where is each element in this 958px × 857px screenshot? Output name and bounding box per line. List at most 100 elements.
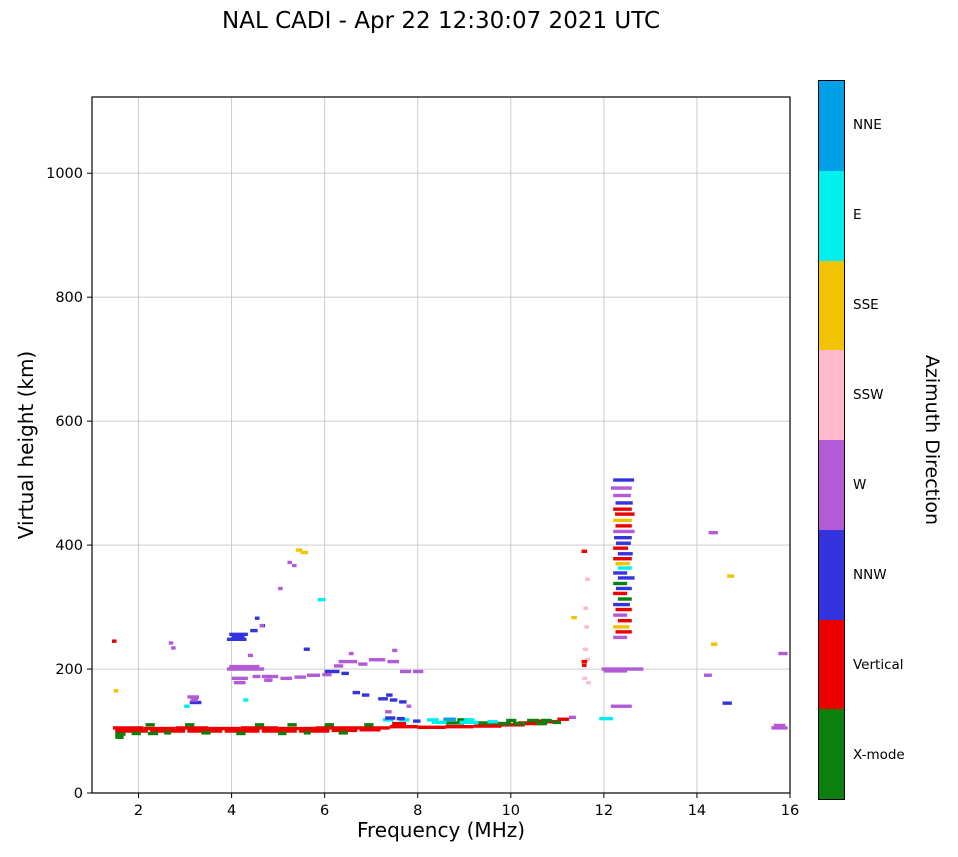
data-point-dash: [224, 729, 260, 733]
data-point-dash: [254, 616, 260, 620]
data-point-dash: [294, 675, 307, 679]
data-point-dash: [552, 720, 562, 725]
data-point-dash: [168, 641, 174, 645]
colorbar-segment-SSW: [819, 350, 844, 440]
data-point-dash: [189, 700, 202, 705]
colorbar-segment-E: [819, 170, 844, 261]
x-tick-label: 8: [413, 803, 422, 819]
y-tick-label: 600: [55, 414, 83, 430]
data-point-dash: [615, 524, 632, 528]
data-point-dash: [615, 501, 633, 505]
data-point-dash: [226, 637, 247, 641]
data-point-dash: [613, 625, 630, 629]
data-point-dash: [427, 718, 439, 722]
data-point-dash: [364, 723, 374, 727]
data-point-dash: [487, 720, 498, 724]
data-point-dash: [233, 680, 246, 685]
data-point-dash: [184, 704, 190, 708]
data-point-dash: [771, 726, 788, 730]
data-point-dash: [187, 695, 200, 699]
data-point-dash: [581, 663, 587, 668]
data-point-dash: [586, 680, 591, 685]
data-point-dash: [287, 723, 297, 727]
data-point-dash: [333, 664, 344, 668]
data-point-dash: [722, 701, 732, 705]
x-tick-label: 6: [320, 803, 329, 819]
colorbar-segment-SSE: [819, 260, 844, 351]
data-point-dash: [615, 561, 630, 566]
data-point-dash: [524, 721, 544, 726]
data-point-dash: [187, 729, 223, 733]
data-point-dash: [613, 529, 635, 534]
data-point-dash: [115, 735, 124, 739]
data-point-dash: [708, 530, 718, 535]
data-point-dash: [229, 664, 260, 669]
data-point-dash: [226, 667, 265, 671]
data-point-dash: [324, 669, 340, 674]
data-point-dash: [617, 566, 632, 570]
data-point-dash: [614, 535, 632, 540]
data-point-dash: [306, 673, 321, 677]
data-point-dash: [150, 729, 186, 733]
x-tick-label: 12: [595, 803, 613, 819]
data-point-dash: [413, 719, 421, 723]
data-point-dash: [613, 546, 629, 550]
data-point-dash: [557, 717, 569, 721]
data-point-dash: [445, 724, 474, 729]
data-point-dash: [359, 728, 381, 732]
data-point-dash: [392, 648, 398, 653]
data-point-dash: [513, 721, 526, 726]
data-point-dash: [352, 690, 361, 695]
y-tick-label: 1000: [46, 166, 83, 182]
data-point-dash: [287, 560, 292, 565]
data-point-dash: [115, 732, 126, 736]
data-point-dash: [581, 549, 588, 553]
data-point-dash: [599, 716, 614, 721]
data-point-dash: [201, 731, 211, 735]
colorbar-label-SSW: SSW: [853, 387, 884, 403]
data-point-dash: [278, 731, 287, 736]
data-point-dash: [341, 671, 349, 676]
data-point-dash: [145, 723, 155, 727]
data-point-dash: [610, 704, 632, 708]
data-point-dash: [615, 541, 631, 545]
data-point-dash: [613, 518, 632, 523]
data-point-dash: [413, 669, 424, 674]
data-point-dash: [613, 602, 630, 607]
data-point-dash: [478, 721, 494, 725]
data-point-dash: [259, 623, 265, 628]
data-point-dash: [615, 512, 635, 516]
data-point-dash: [352, 726, 390, 730]
data-point-dash: [185, 723, 195, 727]
data-point-dash: [300, 550, 308, 555]
data-point-dash: [613, 571, 628, 575]
data-point-dash: [615, 630, 632, 634]
data-point-dash: [459, 720, 479, 725]
data-point-dash: [261, 729, 297, 733]
colorbar-label-W: W: [853, 477, 867, 493]
data-point-dash: [603, 669, 628, 673]
data-point-dash: [250, 628, 258, 633]
colorbar-label-NNE: NNE: [853, 117, 882, 133]
data-point-dash: [382, 718, 394, 722]
data-point-dash: [280, 676, 293, 681]
data-point-dash: [541, 718, 552, 723]
data-point-dash: [506, 718, 517, 723]
data-point-dash: [617, 597, 632, 601]
data-point-dash: [264, 678, 273, 682]
data-point-dash: [568, 715, 576, 720]
data-point-dash: [431, 720, 447, 725]
colorbar-segment-NNW: [819, 529, 844, 620]
data-point-dash: [417, 725, 446, 730]
data-point-dash: [496, 721, 511, 726]
colorbar: [818, 80, 845, 800]
data-point-dash: [338, 731, 348, 735]
data-point-dash: [175, 726, 209, 730]
data-point-dash: [295, 548, 303, 552]
colorbar-label-E: E: [853, 207, 862, 223]
data-point-dash: [231, 676, 248, 681]
data-point-dash: [617, 552, 633, 556]
y-tick-label: 0: [74, 786, 83, 802]
